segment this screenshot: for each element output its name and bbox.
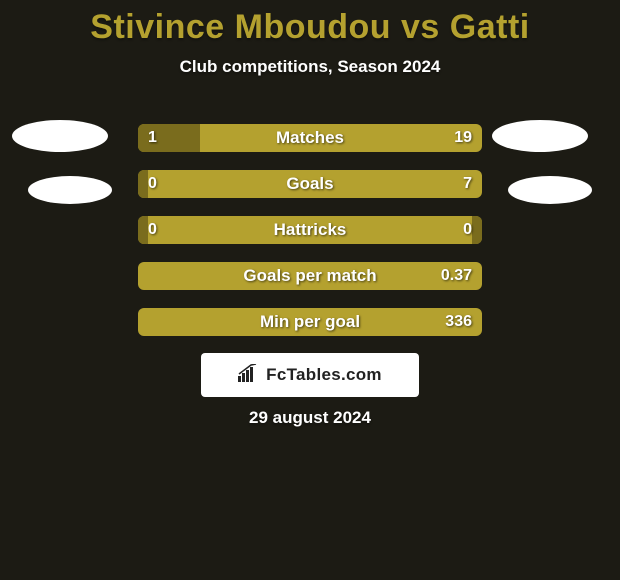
date-label: 29 august 2024 (0, 408, 620, 428)
page-title: Stivince Mboudou vs Gatti (0, 0, 620, 47)
stat-bar: 00Hattricks (138, 216, 482, 244)
stat-bar: 119Matches (138, 124, 482, 152)
avatar-left-2 (28, 176, 112, 204)
stat-bar: 0.37Goals per match (138, 262, 482, 290)
stat-metric-label: Goals per match (138, 262, 482, 290)
stat-metric-label: Min per goal (138, 308, 482, 336)
comparison-card: Stivince Mboudou vs Gatti Club competiti… (0, 0, 620, 580)
page-subtitle: Club competitions, Season 2024 (0, 57, 620, 77)
stats-bars: 119Matches 07Goals 00Hattricks 0.37Goals pe… (138, 124, 482, 354)
avatar-right-1 (492, 120, 588, 152)
stat-metric-label: Matches (138, 124, 482, 152)
stat-bar: 336Min per goal (138, 308, 482, 336)
chart-icon (238, 364, 260, 387)
stat-bar: 07Goals (138, 170, 482, 198)
stat-metric-label: Goals (138, 170, 482, 198)
stat-metric-label: Hattricks (138, 216, 482, 244)
source-logo-text: FcTables.com (266, 365, 382, 385)
avatar-left-1 (12, 120, 108, 152)
avatar-right-2 (508, 176, 592, 204)
source-logo: FcTables.com (201, 353, 419, 397)
